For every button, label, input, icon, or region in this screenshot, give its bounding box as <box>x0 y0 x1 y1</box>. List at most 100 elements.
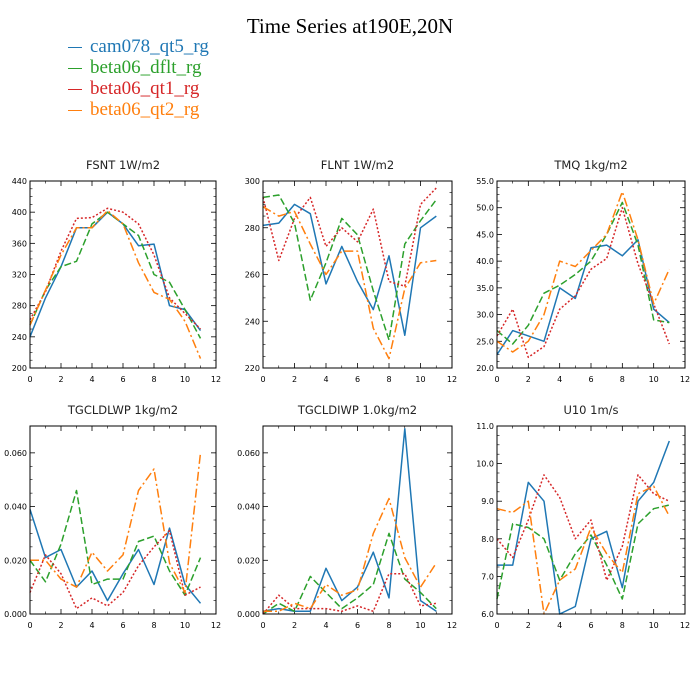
y-tick-label: 0.020 <box>237 556 260 565</box>
series-line <box>496 201 670 345</box>
series-line <box>29 489 202 596</box>
x-tick-label: 8 <box>151 375 156 384</box>
x-tick-label: 4 <box>557 375 562 384</box>
x-tick-label: 12 <box>447 375 457 384</box>
y-tick-label: 40.0 <box>476 257 494 266</box>
x-tick-label: 6 <box>120 375 125 384</box>
x-tick-label: 10 <box>649 375 659 384</box>
x-tick-label: 12 <box>680 621 690 630</box>
x-tick-label: 0 <box>494 375 499 384</box>
chart-panel: FSNT 1W/m2 0 2 4 6 8 10 12 200 240 280 320 360 400 440 <box>12 158 221 384</box>
series-line <box>262 187 437 287</box>
y-tick-label: 7.0 <box>481 572 494 581</box>
y-tick-label: 280 <box>12 302 27 311</box>
y-tick-label: 320 <box>12 271 27 280</box>
plot-frame <box>262 425 453 615</box>
chart-panel: U10 1m/s 0 2 4 6 8 10 12 6.0 7.0 8.0 9.0 10.0 11.0 <box>476 403 690 630</box>
series-line <box>29 529 201 610</box>
x-tick-label: 8 <box>386 375 391 384</box>
series-line <box>262 572 437 615</box>
x-tick-label: 8 <box>386 621 391 630</box>
y-tick-label: 300 <box>245 177 260 186</box>
y-tick-label: 440 <box>12 177 27 186</box>
chart-title: FSNT 1W/m2 <box>86 158 160 172</box>
y-tick-label: 35.0 <box>476 284 494 293</box>
series-line <box>29 209 202 359</box>
y-tick-label: 50.0 <box>476 204 494 213</box>
y-tick-label: 280 <box>245 224 260 233</box>
x-tick-label: 2 <box>58 621 63 630</box>
series-line <box>496 190 670 353</box>
x-tick-label: 8 <box>620 375 625 384</box>
y-tick-label: 0.060 <box>4 449 27 458</box>
x-tick-label: 10 <box>415 375 425 384</box>
y-tick-label: 360 <box>12 239 27 248</box>
x-tick-label: 2 <box>292 375 297 384</box>
y-tick-label: 240 <box>245 317 260 326</box>
legend-label: beta06_qt1_rg <box>90 78 200 99</box>
series-line <box>497 440 671 615</box>
y-tick-label: 0.060 <box>237 449 260 458</box>
x-tick-label: 8 <box>620 621 625 630</box>
y-tick-label: 0.040 <box>237 503 260 512</box>
chart-title: TGCLDLWP 1kg/m2 <box>67 403 178 417</box>
y-tick-label: 0.020 <box>4 556 27 565</box>
legend-line-icon <box>68 89 82 90</box>
x-tick-label: 4 <box>89 375 94 384</box>
legend-line-icon <box>68 68 82 69</box>
y-tick-label: 45.0 <box>476 230 494 239</box>
series-line <box>263 497 437 613</box>
y-tick-label: 20.0 <box>476 364 494 373</box>
chart-panel: TMQ 1kg/m2 0 2 4 6 8 10 12 20.0 25.0 30.0 35.0 40.0 4… <box>476 158 690 384</box>
plot-frame <box>496 425 686 615</box>
x-tick-label: 6 <box>588 621 593 630</box>
x-tick-label: 0 <box>27 621 32 630</box>
x-tick-label: 12 <box>211 375 221 384</box>
chart-title: FLNT 1W/m2 <box>321 158 394 172</box>
legend-line-icon <box>68 47 82 48</box>
y-tick-label: 0.000 <box>237 610 260 619</box>
chart-title: U10 1m/s <box>563 403 618 417</box>
y-tick-label: 25.0 <box>476 337 494 346</box>
series-line <box>496 474 670 581</box>
x-tick-label: 6 <box>120 621 125 630</box>
series-line <box>30 452 202 594</box>
x-tick-label: 10 <box>180 621 190 630</box>
x-tick-label: 6 <box>355 621 360 630</box>
x-tick-label: 0 <box>494 621 499 630</box>
x-tick-label: 6 <box>588 375 593 384</box>
series-line <box>496 239 670 356</box>
x-tick-label: 2 <box>526 621 531 630</box>
chart-title: TMQ 1kg/m2 <box>553 158 627 172</box>
x-tick-label: 4 <box>323 621 328 630</box>
series-line <box>262 206 437 360</box>
y-tick-label: 11.0 <box>476 422 494 431</box>
x-tick-label: 6 <box>355 375 360 384</box>
x-tick-label: 10 <box>180 375 190 384</box>
x-tick-label: 0 <box>27 375 32 384</box>
y-tick-label: 9.0 <box>481 497 494 506</box>
y-tick-label: 55.0 <box>476 177 494 186</box>
x-tick-label: 12 <box>447 621 457 630</box>
series-line <box>262 427 437 613</box>
chart-panel: TGCLDLWP 1kg/m2 0 2 4 6 8 10 12 0.000 0.020 0.040 0… <box>4 403 221 630</box>
x-tick-label: 10 <box>649 621 659 630</box>
y-tick-label: 200 <box>12 364 27 373</box>
x-tick-label: 12 <box>680 375 690 384</box>
x-tick-label: 0 <box>260 621 265 630</box>
y-tick-label: 260 <box>245 271 260 280</box>
series-line <box>262 194 437 341</box>
x-tick-label: 12 <box>211 621 221 630</box>
plot-frame <box>496 180 686 369</box>
y-tick-label: 6.0 <box>481 610 494 619</box>
y-tick-label: 0.040 <box>4 503 27 512</box>
y-tick-label: 30.0 <box>476 311 494 320</box>
x-tick-label: 2 <box>526 375 531 384</box>
series-line <box>496 206 670 359</box>
x-tick-label: 8 <box>151 621 156 630</box>
chart-panel: FLNT 1W/m2 0 2 4 6 8 10 12 220 240 260 280 300 <box>245 158 457 384</box>
y-tick-label: 400 <box>12 208 27 217</box>
series-line <box>496 485 670 615</box>
y-tick-label: 0.000 <box>4 610 27 619</box>
